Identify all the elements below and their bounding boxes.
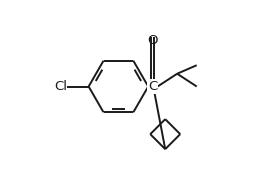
Text: Cl: Cl	[54, 80, 67, 93]
Text: O: O	[147, 34, 158, 47]
Text: C: C	[148, 80, 157, 93]
